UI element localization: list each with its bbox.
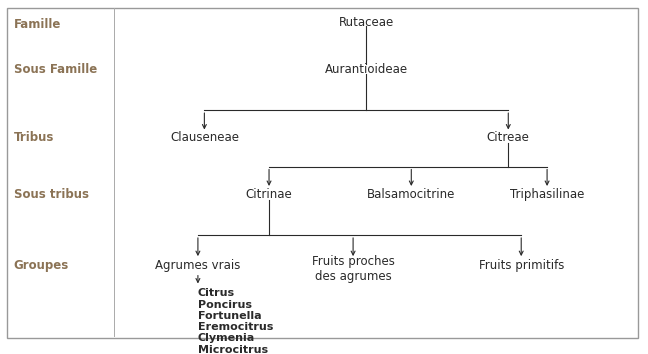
Text: Rutaceae: Rutaceae — [338, 16, 393, 29]
Text: Citrinae: Citrinae — [246, 188, 292, 200]
Text: Eremocitrus: Eremocitrus — [198, 322, 273, 332]
Text: Famille: Famille — [14, 18, 61, 31]
Text: Agrumes vrais: Agrumes vrais — [156, 259, 240, 272]
FancyBboxPatch shape — [7, 7, 638, 338]
Text: Triphasilinae: Triphasilinae — [510, 188, 584, 200]
Text: Fortunella: Fortunella — [198, 311, 262, 321]
Text: Clymenia: Clymenia — [198, 333, 255, 343]
Text: Aurantioideae: Aurantioideae — [325, 63, 408, 76]
Text: Fruits proches
des agrumes: Fruits proches des agrumes — [312, 255, 395, 283]
Text: Sous Famille: Sous Famille — [14, 63, 97, 76]
Text: Balsamocitrine: Balsamocitrine — [367, 188, 456, 200]
Text: Poncirus: Poncirus — [198, 299, 252, 309]
Text: Tribus: Tribus — [14, 131, 54, 144]
Text: Citrus: Citrus — [198, 288, 235, 298]
Text: Fruits primitifs: Fruits primitifs — [478, 259, 564, 272]
Text: Microcitrus: Microcitrus — [198, 345, 268, 354]
Text: Citreae: Citreae — [487, 131, 529, 144]
Text: Groupes: Groupes — [14, 259, 69, 272]
Text: Clauseneae: Clauseneae — [170, 131, 239, 144]
Text: Sous tribus: Sous tribus — [14, 188, 89, 200]
